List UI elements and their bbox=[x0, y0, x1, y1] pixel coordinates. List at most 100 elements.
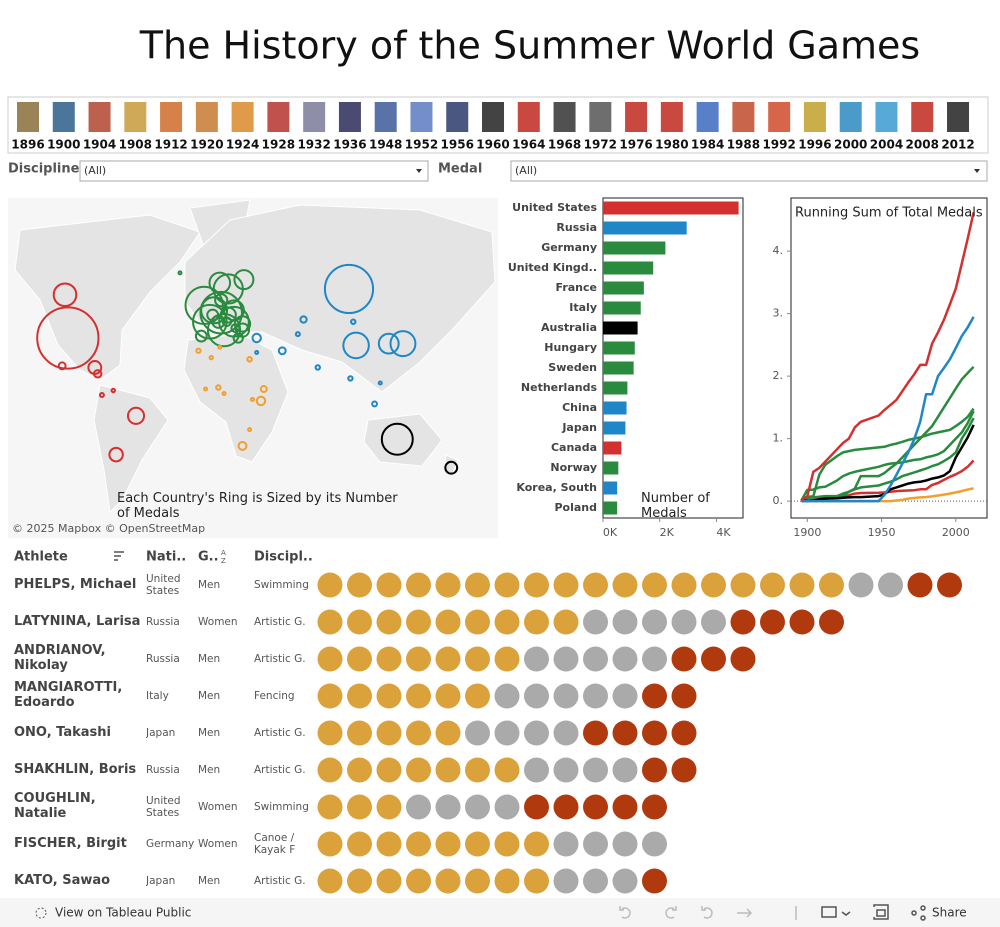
country-ring[interactable] bbox=[254, 350, 260, 356]
medal-bronze[interactable] bbox=[701, 646, 726, 672]
medal-gold[interactable] bbox=[406, 572, 431, 598]
poster[interactable] bbox=[947, 102, 970, 132]
medal-gold[interactable] bbox=[524, 868, 549, 894]
medal-silver[interactable] bbox=[878, 572, 903, 598]
medal-gold[interactable] bbox=[347, 720, 372, 746]
medal-silver[interactable] bbox=[642, 646, 667, 672]
medal-gold[interactable] bbox=[347, 831, 372, 857]
medal-bronze[interactable] bbox=[819, 609, 844, 635]
medal-gold[interactable] bbox=[347, 609, 372, 635]
dropdown[interactable] bbox=[79, 160, 429, 182]
medal-gold[interactable] bbox=[553, 572, 579, 598]
medal-gold[interactable] bbox=[583, 572, 608, 598]
country-ring[interactable] bbox=[314, 364, 321, 371]
medal-gold[interactable] bbox=[435, 683, 461, 709]
country-ring[interactable] bbox=[294, 331, 301, 338]
medal-gold[interactable] bbox=[435, 757, 461, 783]
country-ring[interactable] bbox=[217, 344, 223, 350]
medal-gold[interactable] bbox=[494, 609, 520, 635]
medal-silver[interactable] bbox=[524, 757, 549, 783]
bar[interactable] bbox=[603, 441, 622, 455]
bar[interactable] bbox=[603, 221, 687, 235]
country-ring[interactable] bbox=[221, 390, 227, 396]
medal-silver[interactable] bbox=[524, 683, 549, 709]
poster[interactable] bbox=[160, 102, 183, 132]
country-ring[interactable] bbox=[206, 308, 220, 322]
country-ring[interactable] bbox=[194, 329, 208, 343]
medal-gold[interactable] bbox=[494, 757, 520, 783]
medal-gold[interactable] bbox=[701, 572, 726, 598]
dropdown-arrow[interactable] bbox=[974, 169, 980, 173]
country-ring[interactable] bbox=[200, 296, 229, 325]
poster[interactable] bbox=[625, 102, 648, 132]
poster[interactable] bbox=[410, 102, 433, 132]
bar[interactable] bbox=[603, 421, 626, 435]
medal-gold[interactable] bbox=[376, 720, 402, 746]
country-ring[interactable] bbox=[215, 384, 222, 391]
country-ring[interactable] bbox=[247, 427, 253, 433]
medal-gold[interactable] bbox=[347, 868, 372, 894]
medal-gold[interactable] bbox=[465, 831, 490, 857]
bar[interactable] bbox=[603, 361, 634, 375]
country-ring[interactable] bbox=[444, 460, 459, 475]
medal-bronze[interactable] bbox=[642, 868, 667, 894]
poster[interactable] bbox=[374, 102, 397, 132]
medal-silver[interactable] bbox=[406, 794, 431, 820]
medal-gold[interactable] bbox=[376, 794, 402, 820]
share-button[interactable]: Share bbox=[932, 906, 967, 920]
dropdown-value[interactable]: (All) bbox=[84, 164, 106, 177]
country-ring[interactable] bbox=[57, 361, 67, 371]
medal-bronze[interactable] bbox=[642, 794, 667, 820]
medal-gold[interactable] bbox=[406, 646, 431, 672]
bar[interactable] bbox=[603, 241, 666, 255]
medal-gold[interactable] bbox=[347, 572, 372, 598]
country-ring[interactable] bbox=[251, 332, 262, 344]
poster[interactable] bbox=[589, 102, 612, 132]
medal-bronze[interactable] bbox=[612, 720, 638, 746]
medal-gold[interactable] bbox=[524, 609, 549, 635]
country-ring[interactable] bbox=[350, 318, 357, 325]
bar[interactable] bbox=[603, 501, 618, 515]
medal-gold[interactable] bbox=[406, 757, 431, 783]
medal-gold[interactable] bbox=[406, 831, 431, 857]
country-ring[interactable] bbox=[246, 356, 253, 363]
country-ring[interactable] bbox=[371, 400, 378, 408]
medal-gold[interactable] bbox=[347, 757, 372, 783]
medal-gold[interactable] bbox=[524, 572, 549, 598]
poster[interactable] bbox=[446, 102, 469, 132]
medal-silver[interactable] bbox=[612, 757, 638, 783]
poster[interactable] bbox=[231, 102, 254, 132]
medal-gold[interactable] bbox=[465, 683, 490, 709]
bar[interactable] bbox=[603, 261, 654, 275]
medal-bronze[interactable] bbox=[760, 609, 785, 635]
medal-gold[interactable] bbox=[671, 572, 697, 598]
medal-gold[interactable] bbox=[494, 646, 520, 672]
bar[interactable] bbox=[603, 381, 628, 395]
country-ring[interactable] bbox=[36, 306, 100, 370]
country-ring[interactable] bbox=[230, 323, 241, 334]
medal-gold[interactable] bbox=[435, 831, 461, 857]
medal-bronze[interactable] bbox=[642, 683, 667, 709]
medal-silver[interactable] bbox=[494, 720, 520, 746]
sort-icon[interactable]: Z bbox=[221, 557, 226, 565]
medal-gold[interactable] bbox=[347, 646, 372, 672]
medal-gold[interactable] bbox=[376, 572, 402, 598]
medal-gold[interactable] bbox=[465, 572, 490, 598]
medal-silver[interactable] bbox=[671, 609, 697, 635]
medal-silver[interactable] bbox=[553, 868, 579, 894]
medal-gold[interactable] bbox=[435, 868, 461, 894]
medal-gold[interactable] bbox=[317, 720, 343, 746]
medal-silver[interactable] bbox=[553, 683, 579, 709]
country-ring[interactable] bbox=[126, 406, 146, 425]
medal-silver[interactable] bbox=[583, 868, 608, 894]
medal-gold[interactable] bbox=[494, 831, 520, 857]
bar[interactable] bbox=[603, 201, 739, 215]
poster[interactable] bbox=[88, 102, 111, 132]
poster[interactable] bbox=[768, 102, 791, 132]
medal-silver[interactable] bbox=[524, 720, 549, 746]
poster[interactable] bbox=[517, 102, 540, 132]
poster[interactable] bbox=[732, 102, 755, 132]
medal-gold[interactable] bbox=[376, 609, 402, 635]
country-ring[interactable] bbox=[389, 330, 417, 358]
medal-gold[interactable] bbox=[317, 609, 343, 635]
